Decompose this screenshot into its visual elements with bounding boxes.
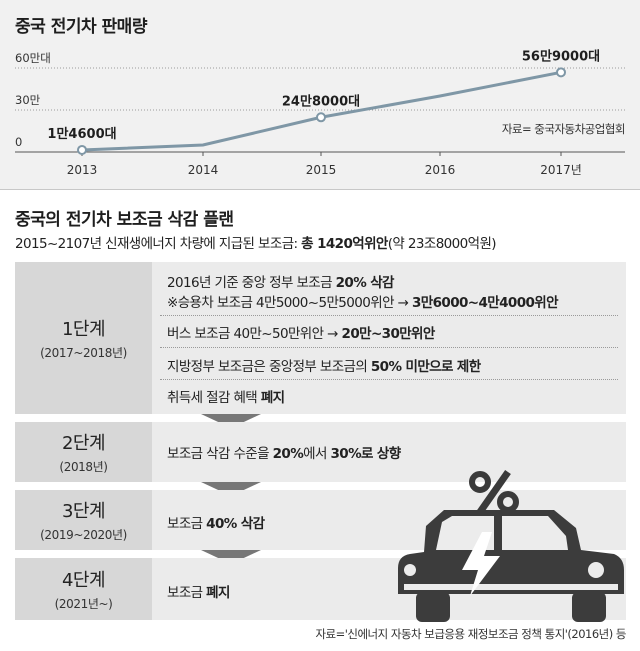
item-highlight: 20%	[272, 446, 304, 462]
stage-1-item-4: 지방정부 보조금은 중앙정부 보조금의 50% 미만으로 제한	[167, 355, 481, 375]
item-text: 에서	[303, 446, 331, 462]
data-point	[77, 144, 87, 155]
plan-summary-total: 총 1420억위안	[301, 236, 388, 252]
stage-2-label: 2단계 (2018년)	[15, 422, 152, 482]
divider	[160, 347, 618, 348]
stage-1-item-3: 버스 보조금 40만~50만위안 → 20만~30만위안	[167, 322, 435, 342]
item-text: 보조금 삭감 수준을	[167, 446, 273, 462]
stage-1-item-5: 취득세 절감 혜택 폐지	[167, 386, 285, 406]
electric-car-percent-icon	[398, 469, 624, 622]
item-highlight: 20만~30만위안	[341, 326, 436, 342]
data-point	[316, 112, 326, 123]
lightning-bolt-icon	[462, 532, 500, 596]
data-label: 24만8000대	[282, 93, 360, 109]
item-highlight: 20% 삭감	[335, 275, 395, 291]
stage-name: 1단계	[61, 319, 106, 340]
data-label: 1만4600대	[47, 126, 116, 142]
stage-1-content: 2016년 기준 중앙 정부 보조금 20% 삭감 ※승용차 보조금 4만500…	[152, 262, 626, 414]
item-highlight: 폐지	[260, 390, 285, 406]
divider	[160, 379, 618, 380]
stage-name: 2단계	[61, 433, 106, 454]
stage-period: (2021년~)	[54, 597, 113, 611]
plan-summary-suffix: (약 23조8000억원)	[387, 236, 497, 252]
stage-period: (2019~2020년)	[40, 528, 127, 542]
plan-source: 자료='신에너지 자동차 보급응용 재정보조금 정책 통지'(2016년) 등	[315, 627, 626, 641]
stage-4-label: 4단계 (2021년~)	[15, 558, 152, 620]
item-text: ※승용차 보조금 4만5000~5만5000위안 →	[167, 295, 412, 311]
item-text: 보조금	[167, 516, 207, 532]
item-text: 지방정부 보조금은 중앙정부 보조금의	[167, 359, 371, 375]
divider	[160, 315, 618, 316]
stage-2-content: 보조금 삭감 수준을 20%에서 30%로 상향	[152, 422, 626, 482]
series-line	[81, 70, 562, 152]
percent-icon	[469, 469, 519, 515]
chart-source: 자료= 중국자동차공업협회	[501, 122, 626, 136]
y-tick-label: 0	[15, 135, 22, 149]
item-highlight: 폐지	[206, 585, 230, 601]
stage-2-item-1: 보조금 삭감 수준을 20%에서 30%로 상향	[167, 442, 401, 462]
stage-4-item-1: 보조금 폐지	[167, 581, 230, 601]
y-tick-label: 30만	[15, 93, 41, 107]
plan-summary-prefix: 2015~2107년 신재생에너지 차량에 지급된 보조금:	[15, 236, 302, 252]
stage-name: 4단계	[61, 570, 106, 591]
stage-period: (2017~2018년)	[40, 346, 127, 360]
stage-name: 3단계	[61, 501, 106, 522]
stage-1-item-2: ※승용차 보조금 4만5000~5만5000위안 → 3만6000~4만4000…	[167, 291, 559, 311]
item-text: 버스 보조금 40만~50만위안 →	[167, 326, 342, 342]
item-highlight: 30%로 상향	[330, 446, 402, 462]
x-tick-label: 2014	[188, 163, 219, 177]
sales-line-chart: 60만대 30만 0 2013 2014 2015 2016 2017년 1만4600대 24만8…	[15, 48, 625, 177]
data-label: 56만9000대	[522, 48, 600, 64]
item-text: 2016년 기준 중앙 정부 보조금	[167, 275, 336, 291]
chart-title: 중국 전기차 판매량	[15, 17, 147, 37]
x-tick-label: 2013	[67, 163, 98, 177]
stage-period: (2018년)	[59, 460, 108, 474]
plan-title: 중국의 전기차 보조금 삭감 플랜	[15, 210, 234, 230]
stage-1-label: 1단계 (2017~2018년)	[15, 262, 152, 414]
stage-3-label: 3단계 (2019~2020년)	[15, 490, 152, 550]
item-highlight: 3만6000~4만4000위안	[412, 295, 559, 311]
item-highlight: 50% 미만으로 제한	[370, 359, 481, 375]
item-highlight: 40% 삭감	[206, 516, 265, 532]
x-tick-label: 2016	[425, 163, 456, 177]
data-point	[556, 67, 566, 78]
item-text: 취득세 절감 혜택	[167, 390, 261, 406]
stage-1-item-1: 2016년 기준 중앙 정부 보조금 20% 삭감	[167, 271, 394, 291]
y-tick-label: 60만대	[15, 51, 51, 65]
x-tick-label: 2017년	[540, 163, 582, 177]
x-tick-label: 2015	[306, 163, 337, 177]
item-text: 보조금	[167, 585, 207, 601]
sales-chart-panel: 60만대 30만 0 2013 2014 2015 2016 2017년 1만4600대 24만8…	[0, 0, 640, 190]
stage-3-item-1: 보조금 40% 삭감	[167, 512, 265, 532]
plan-summary: 2015~2107년 신재생에너지 차량에 지급된 보조금: 총 1420억위안…	[15, 232, 497, 252]
